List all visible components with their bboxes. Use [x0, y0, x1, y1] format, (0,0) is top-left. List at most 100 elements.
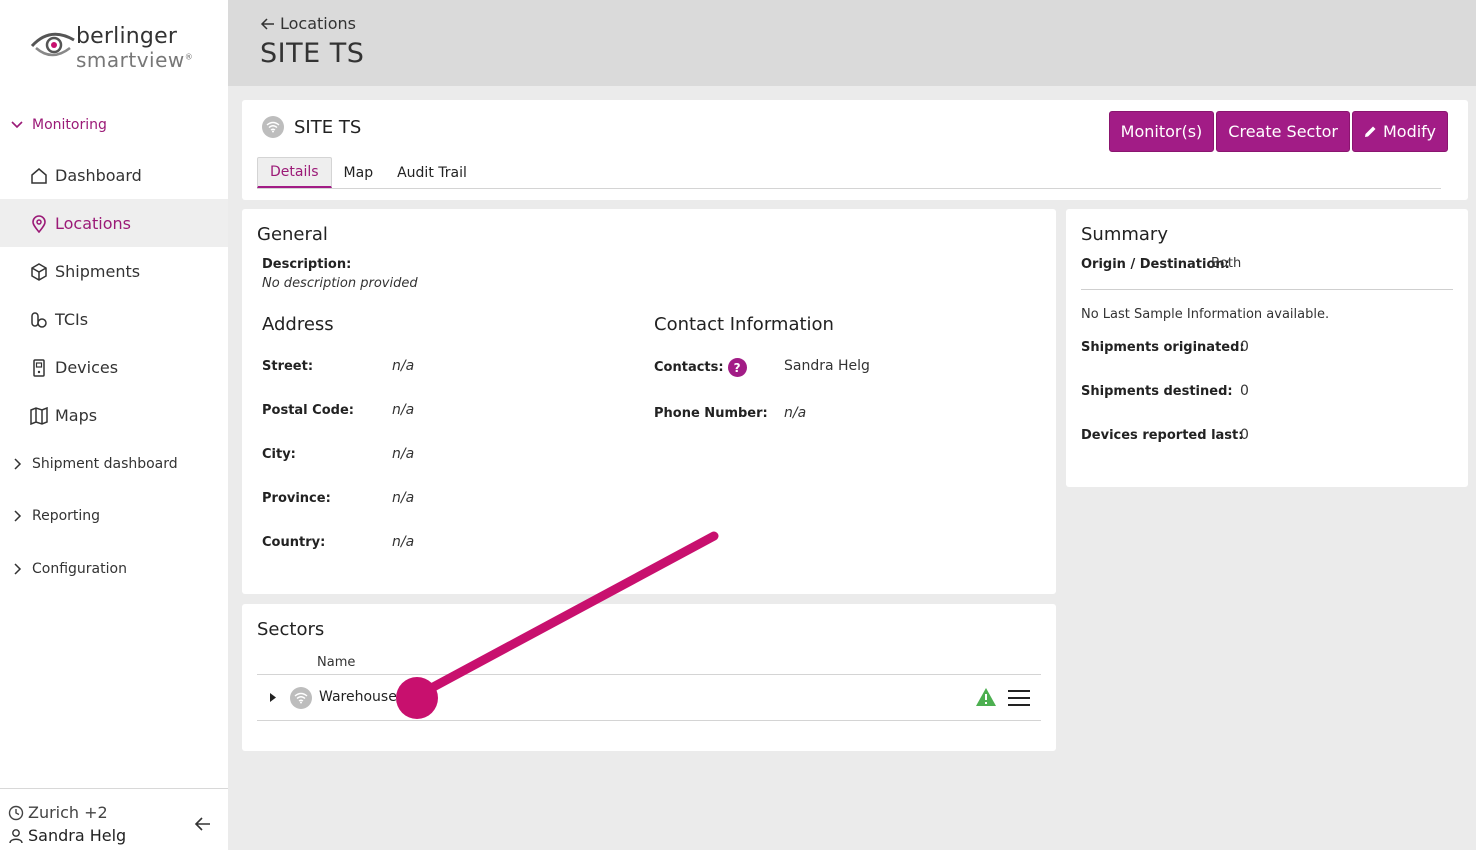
nav-group-label: Shipment dashboard: [32, 456, 178, 472]
help-icon[interactable]: ?: [727, 358, 747, 377]
shipments-destined-label: Shipments destined:: [1081, 384, 1233, 399]
chevron-right-icon: [14, 563, 22, 575]
province-label: Province:: [262, 491, 331, 506]
site-actions: Monitor(s) Create Sector Modify: [1108, 111, 1448, 152]
page-header: Locations SITE TS: [228, 0, 1476, 86]
chevron-down-icon: [11, 121, 23, 129]
wifi-icon: [262, 116, 284, 138]
pencil-icon: [1364, 126, 1376, 137]
city-label: City:: [262, 447, 296, 462]
sidebar-item-tcis[interactable]: TCIs: [0, 295, 228, 343]
country-label: Country:: [262, 535, 326, 550]
site-card: SITE TS Monitor(s) Create Sector Modify …: [242, 100, 1468, 200]
tab-details[interactable]: Details: [257, 157, 332, 188]
sidebar-item-locations[interactable]: Locations: [0, 199, 228, 247]
origin-destination-label: Origin / Destination:: [1081, 257, 1230, 272]
modify-label: Modify: [1382, 122, 1436, 141]
origin-destination-value: Both: [1211, 256, 1242, 271]
country-value: n/a: [392, 534, 415, 550]
column-header-name[interactable]: Name: [317, 655, 356, 670]
summary-divider: [1081, 289, 1453, 290]
sidebar-item-label: Devices: [55, 357, 119, 377]
summary-title: Summary: [1081, 224, 1168, 245]
tab-map[interactable]: Map: [343, 164, 374, 181]
map-pin-icon: [32, 215, 46, 233]
sectors-card: Sectors Name Warehouse: [242, 604, 1056, 751]
phone-label: Phone Number:: [654, 406, 768, 421]
brand-line2: smartview®: [76, 48, 194, 72]
nav-group-label: Monitoring: [32, 117, 107, 133]
hamburger-menu-icon[interactable]: [1007, 688, 1031, 708]
address-title: Address: [262, 314, 334, 335]
no-sample-info: No Last Sample Information available.: [1081, 307, 1330, 322]
brand-logo[interactable]: berlinger smartview®: [30, 22, 200, 72]
city-value: n/a: [392, 446, 415, 462]
description-value: No description provided: [262, 276, 418, 291]
create-sector-button[interactable]: Create Sector: [1216, 111, 1350, 152]
wifi-icon: [290, 687, 312, 709]
back-to-locations-link[interactable]: Locations: [260, 14, 356, 33]
phone-value: n/a: [784, 405, 807, 421]
sidebar-item-label: Maps: [55, 405, 98, 425]
warning-icon: [976, 688, 996, 706]
shipments-originated-value: 0: [1240, 339, 1249, 355]
sidebar-item-label: Shipments: [55, 261, 141, 281]
monitors-button[interactable]: Monitor(s): [1108, 111, 1215, 152]
sidebar-item-dashboard[interactable]: Dashboard: [0, 151, 228, 199]
brand-line1: berlinger: [76, 24, 178, 49]
site-tabs: Details Map Audit Trail: [257, 157, 1441, 189]
tab-audit-trail[interactable]: Audit Trail: [397, 164, 467, 181]
sidebar-item-label: TCIs: [55, 309, 89, 329]
site-heading: SITE TS: [262, 116, 361, 138]
postal-code-value: n/a: [392, 402, 415, 418]
collapse-sidebar-icon[interactable]: [192, 813, 214, 835]
caret-right-icon[interactable]: [269, 692, 277, 703]
sidebar-item-label: Dashboard: [55, 165, 142, 185]
general-card: General Description: No description prov…: [242, 209, 1056, 594]
box-icon: [31, 263, 47, 281]
home-icon: [31, 168, 47, 184]
sidebar: berlinger smartview® Monitoring Dashboar…: [0, 0, 228, 850]
tci-icon: [31, 312, 47, 328]
nav-group-label: Configuration: [32, 561, 127, 577]
postal-code-label: Postal Code:: [262, 403, 354, 418]
sidebar-item-shipments[interactable]: Shipments: [0, 247, 228, 295]
nav-group-monitoring[interactable]: Monitoring: [0, 110, 228, 140]
user-icon: [9, 828, 23, 843]
general-title: General: [257, 224, 328, 245]
modify-button[interactable]: Modify: [1351, 111, 1448, 152]
clock-icon: [8, 805, 24, 820]
province-value: n/a: [392, 490, 415, 506]
sidebar-item-devices[interactable]: Devices: [0, 343, 228, 391]
sidebar-footer: Zurich +2 Sandra Helg: [0, 788, 228, 850]
sector-name[interactable]: Warehouse: [319, 689, 397, 705]
site-name: SITE TS: [294, 116, 362, 138]
user-name: Sandra Helg: [28, 826, 127, 845]
contacts-label: Contacts:?: [654, 358, 747, 377]
devices-reported-last-value: 0: [1240, 427, 1249, 443]
nav-group-reporting[interactable]: Reporting: [0, 501, 228, 531]
timezone[interactable]: Zurich +2: [8, 803, 108, 822]
nav-group-label: Reporting: [32, 508, 101, 524]
device-icon: [33, 359, 45, 377]
devices-reported-last-label: Devices reported last:: [1081, 428, 1244, 443]
sidebar-item-maps[interactable]: Maps: [0, 391, 228, 439]
map-icon: [30, 407, 48, 425]
description-label: Description:: [262, 257, 352, 272]
table-row[interactable]: Warehouse: [257, 674, 1041, 721]
sectors-title: Sectors: [257, 619, 325, 640]
contact-title: Contact Information: [654, 314, 834, 335]
shipments-destined-value: 0: [1240, 383, 1249, 399]
timezone-label: Zurich +2: [28, 803, 108, 822]
contacts-value: Sandra Helg: [784, 358, 870, 374]
street-value: n/a: [392, 358, 415, 374]
page-title: SITE TS: [260, 38, 365, 69]
chevron-right-icon: [14, 458, 22, 470]
nav-group-configuration[interactable]: Configuration: [0, 554, 228, 584]
summary-card: Summary Origin / Destination: Both No La…: [1066, 209, 1468, 487]
user-info[interactable]: Sandra Helg: [8, 826, 126, 845]
shipments-originated-label: Shipments originated:: [1081, 340, 1245, 355]
nav-group-shipment-dashboard[interactable]: Shipment dashboard: [0, 449, 228, 479]
arrow-left-icon: [260, 17, 274, 30]
chevron-right-icon: [14, 510, 22, 522]
